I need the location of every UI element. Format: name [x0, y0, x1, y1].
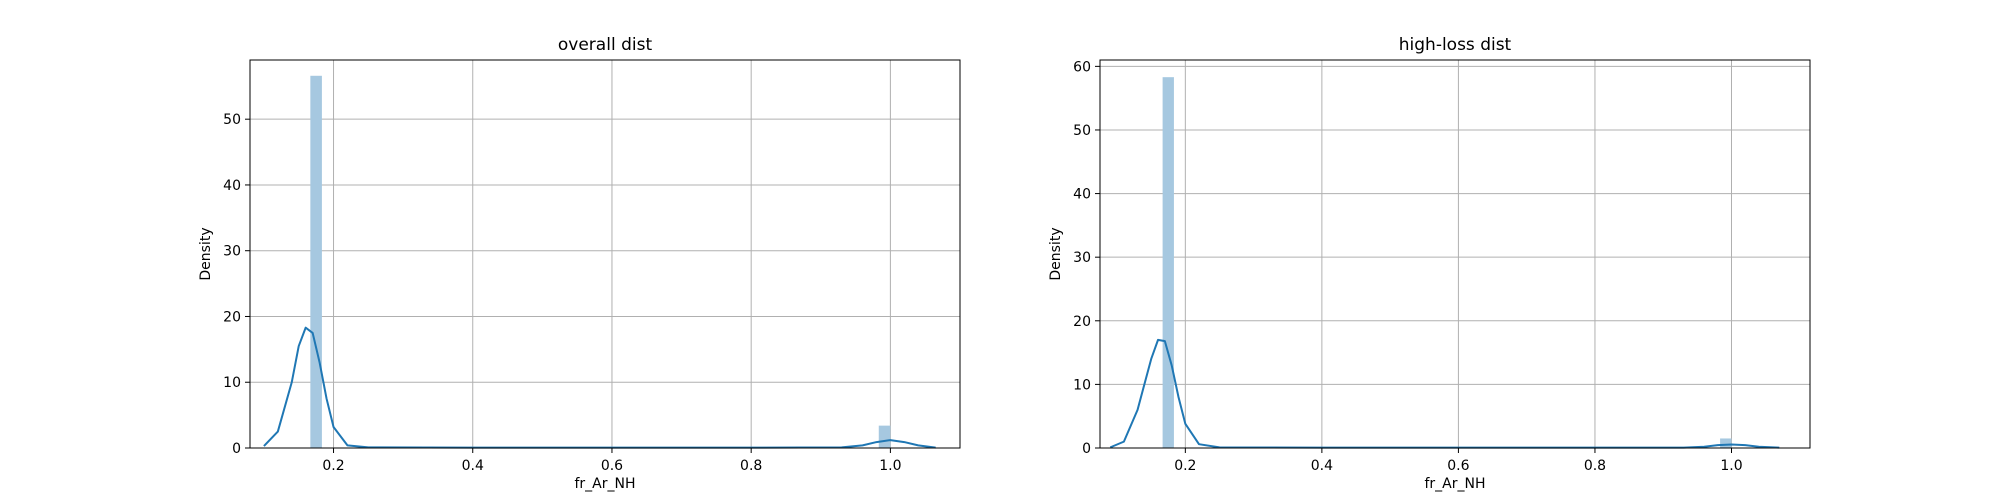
x-tick-label: 0.6	[1447, 458, 1469, 474]
x-tick-label: 1.0	[879, 458, 901, 474]
x-axis-label: fr_Ar_NH	[1424, 476, 1485, 492]
chart-high-loss-dist: 0.2 0.4 0.6 0.8 1.0 0 10 20 30 40 50 60 high-loss d…	[1048, 35, 1811, 492]
histogram-bar	[878, 425, 891, 448]
kde-curve	[263, 326, 936, 449]
y-tick-label: 40	[1073, 187, 1091, 203]
y-tick-label: 10	[1073, 377, 1091, 393]
x-tick-label: 0.4	[1311, 458, 1333, 474]
y-tick-label: 0	[1082, 441, 1091, 457]
axes-frame	[1099, 59, 1811, 449]
tick-labels: 0.2 0.4 0.6 0.8 1.0 0 10 20 30 40 50 60	[1073, 59, 1742, 474]
x-tick-label: 1.0	[1720, 458, 1742, 474]
x-tick-label: 0.6	[601, 458, 623, 474]
y-tick-label: 10	[223, 375, 241, 391]
y-tick-label: 30	[223, 244, 241, 260]
kde-curve-group	[263, 326, 936, 449]
chart-title: high-loss dist	[1399, 35, 1512, 55]
y-tick-label: 50	[1073, 123, 1091, 139]
y-axis-label: Density	[198, 227, 214, 280]
x-tick-label: 0.2	[322, 458, 344, 474]
histogram-bar	[1162, 77, 1174, 448]
axes-frame	[249, 59, 961, 449]
y-tick-label: 20	[223, 309, 241, 325]
x-axis-label: fr_Ar_NH	[574, 476, 635, 492]
x-tick-label: 0.8	[1584, 458, 1606, 474]
y-tick-label: 50	[223, 112, 241, 128]
y-tick-label: 20	[1073, 314, 1091, 330]
y-tick-label: 40	[223, 178, 241, 194]
x-tick-label: 0.8	[740, 458, 762, 474]
tick-marks	[245, 118, 891, 453]
y-tick-label: 0	[232, 441, 241, 457]
y-tick-label: 30	[1073, 250, 1091, 266]
kde-curve	[1109, 338, 1780, 449]
histogram-bars	[1162, 77, 1732, 448]
x-tick-label: 0.2	[1174, 458, 1196, 474]
x-tick-label: 0.4	[462, 458, 484, 474]
y-tick-label: 60	[1073, 59, 1091, 75]
tick-marks	[1095, 65, 1732, 453]
histogram-bar	[1720, 438, 1732, 448]
chart-title: overall dist	[558, 35, 653, 55]
histogram-bars	[310, 75, 891, 448]
tick-labels: 0.2 0.4 0.6 0.8 1.0 0 10 20 30 40 50	[223, 112, 901, 474]
kde-curve-group	[1109, 338, 1780, 449]
histogram-bar	[310, 75, 322, 448]
y-axis-label: Density	[1048, 227, 1064, 280]
